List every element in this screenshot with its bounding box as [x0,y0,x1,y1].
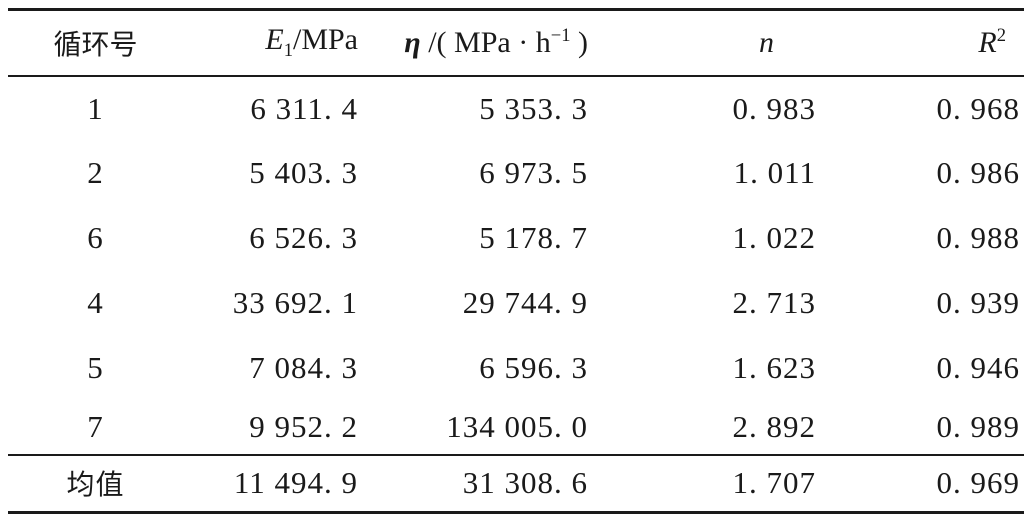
cell-r2: 0. 988 [936,220,1020,255]
table-header: 循环号 E1/MPa η /( MPa · h−1 ) n R2 [8,9,1024,76]
header-e1: E1/MPa [183,10,358,76]
header-eta-unit: /( MPa · h [420,26,551,60]
cell-cycle: 2 [87,155,104,190]
header-eta-superscript: −1 [550,25,571,47]
header-e1-symbol: E [265,23,284,57]
cell-e1: 33 692. 1 [232,285,358,320]
table-row: 5 7 084. 3 6 596. 3 1. 623 0. 946 [8,336,1024,401]
cell-e1: 9 952. 2 [249,409,358,444]
table-row: 1 6 311. 4 5 353. 3 0. 983 0. 968 [8,76,1024,141]
cell-eta: 5 178. 7 [479,220,588,255]
header-cycle: 循环号 [53,27,138,61]
table-body: 1 6 311. 4 5 353. 3 0. 983 0. 968 2 5 40… [8,76,1024,455]
cell-cycle: 5 [87,350,104,385]
cell-cycle: 4 [87,285,104,320]
header-e1-subscript: 1 [283,40,293,62]
cell-n: 0. 983 [732,90,816,126]
cell-e1: 6 526. 3 [249,220,358,255]
cell-r2: 0. 989 [936,409,1020,444]
cell-cycle: 7 [87,409,104,444]
mean-label: 均值 [66,468,125,502]
cell-eta: 5 353. 3 [479,90,588,126]
header-row: 循环号 E1/MPa η /( MPa · h−1 ) n R2 [8,9,1024,76]
cell-n: 2. 892 [732,409,816,444]
header-n: n [759,25,774,59]
cell-eta: 29 744. 9 [462,285,588,320]
mean-n: 1. 707 [732,465,816,501]
cell-eta: 6 973. 5 [479,155,588,190]
header-e1-unit: /MPa [292,23,358,57]
table-row: 4 33 692. 1 29 744. 9 2. 713 0. 939 [8,271,1024,336]
table-row: 7 9 952. 2 134 005. 0 2. 892 0. 989 [8,401,1024,455]
cell-e1: 6 311. 4 [250,90,358,126]
header-eta: η /( MPa · h−1 ) [358,10,588,76]
cell-cycle: 1 [87,90,104,126]
table-row: 2 5 403. 3 6 973. 5 1. 011 0. 986 [8,141,1024,206]
mean-row: 均值 11 494. 9 31 308. 6 1. 707 0. 969 [8,454,1024,513]
cell-eta: 6 596. 3 [479,350,588,385]
cell-r2: 0. 986 [936,155,1020,190]
mean-e1: 11 494. 9 [233,465,358,501]
cell-eta: 134 005. 0 [446,409,588,444]
cell-r2: 0. 939 [936,285,1020,320]
cell-n: 1. 022 [732,220,816,255]
data-table-container: 循环号 E1/MPa η /( MPa · h−1 ) n R2 1 6 311… [8,8,1024,514]
header-r2-superscript: 2 [996,25,1006,47]
cell-cycle: 6 [87,220,104,255]
data-table: 循环号 E1/MPa η /( MPa · h−1 ) n R2 1 6 311… [8,8,1024,514]
header-r2: R2 [816,10,1024,76]
cell-r2: 0. 946 [936,350,1020,385]
cell-n: 1. 623 [732,350,816,385]
table-footer: 均值 11 494. 9 31 308. 6 1. 707 0. 969 [8,454,1024,513]
cell-e1: 7 084. 3 [249,350,358,385]
cell-n: 2. 713 [732,285,816,320]
mean-eta: 31 308. 6 [462,465,588,501]
mean-r2: 0. 969 [936,465,1020,501]
cell-r2: 0. 968 [936,90,1020,126]
cell-n: 1. 011 [733,155,816,190]
header-r2-symbol: R [978,26,997,60]
header-eta-symbol: η [404,26,421,60]
header-eta-unit-close: ) [570,26,588,60]
cell-e1: 5 403. 3 [249,155,358,190]
table-row: 6 6 526. 3 5 178. 7 1. 022 0. 988 [8,206,1024,271]
